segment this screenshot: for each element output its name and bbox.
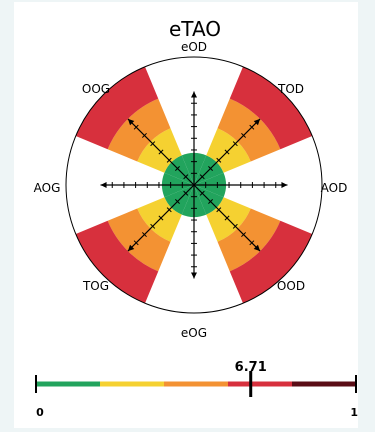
axis-tick [241,132,247,138]
axis-tick [158,215,164,221]
axis-tick [199,190,205,196]
axis-tick [232,223,238,229]
axis-tick [133,124,139,130]
axis-tick [249,240,255,246]
sector-oog-red [75,66,159,150]
axis-tick [141,232,147,238]
direction-label-eod: eOD [181,40,207,54]
direction-label-ood: OOD [277,279,305,293]
axis-tick [166,157,172,163]
axis-group [100,91,288,279]
axis-tick [224,149,230,155]
chart-title: eTAO [169,17,221,41]
axis-tick [208,166,213,171]
axis-arrowhead [191,91,197,98]
scale-segment-0 [36,381,100,387]
scale-segment-2 [164,381,228,387]
axis-tick [249,124,255,130]
axis-tick [216,207,222,213]
axis-tick [183,190,189,196]
axis-tick [175,166,180,171]
scale-value-label: 6.71 [235,360,267,375]
axis-tick [158,149,164,155]
sector-tog-red [75,220,159,304]
axis-arrowhead [100,182,107,188]
axis-arrowhead [191,272,197,279]
etao-chart: eTAO eOD TOD AOD OOD eOG TOG AOG OOG 6.71 0 10 [34,17,366,419]
direction-labels: eOD TOD AOD OOD eOG TOG AOG OOG [34,40,348,340]
direction-label-tod: TOD [277,82,304,96]
direction-label-oog: OOG [82,82,110,96]
axis-arrowhead [127,118,135,126]
axis-tick [150,141,156,147]
axis-tick [166,207,172,213]
axis-tick [183,174,189,180]
axis-tick [241,232,247,238]
axis-arrowhead [281,182,288,188]
axis-tick [175,199,180,204]
outer-circle [65,56,323,314]
sector-ood-red [229,220,313,304]
axis-arrowhead [127,244,135,252]
direction-label-tog: TOG [82,279,109,293]
scale-segment-3 [228,381,292,387]
sector-tod-red [229,66,313,150]
score-scale: 6.71 0 10 [35,360,366,419]
axis-tick [199,174,205,180]
axis-tick [224,215,230,221]
scale-segment-1 [100,381,164,387]
axis-tick [141,132,147,138]
axis-tick [232,141,238,147]
scale-max-label: 10 [350,406,358,419]
direction-label-aod: AOD [321,181,348,195]
direction-label-aog: AOG [34,181,61,195]
axis-tick [216,157,222,163]
chart-card: eTAO eOD TOD AOD OOD eOG TOG AOG OOG 6.71 0 10 [14,2,366,428]
axis-tick [150,223,156,229]
scale-min-label: 0 [36,406,44,419]
axis-tick [208,199,213,204]
axis-tick [133,240,139,246]
scale-segment-4 [292,381,356,387]
direction-label-eog: eOG [181,326,207,340]
